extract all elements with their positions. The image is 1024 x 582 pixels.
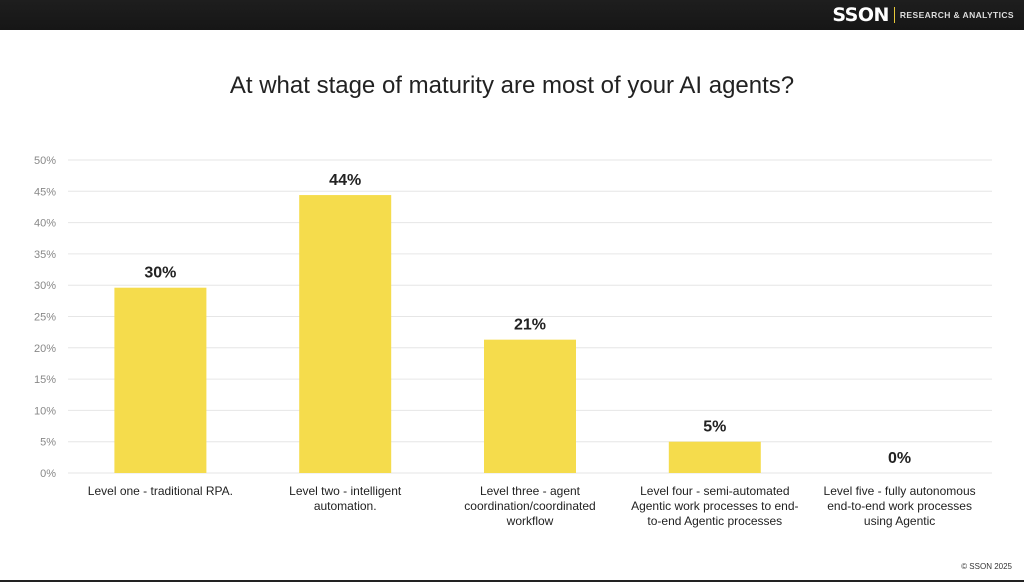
chart-title: At what stage of maturity are most of yo…	[229, 72, 795, 99]
bar	[114, 287, 207, 473]
y-tick-label: 25%	[34, 312, 56, 324]
data-label: 0%	[888, 450, 911, 467]
x-category-label: workflow	[506, 514, 554, 528]
y-tick-label: 10%	[34, 405, 56, 417]
x-category-label: Level four - semi-automated	[640, 484, 789, 498]
data-label: 44%	[329, 172, 361, 189]
logo-wordmark: SSON	[832, 4, 889, 26]
data-label: 21%	[514, 317, 546, 334]
x-category-label: Level three - agent	[480, 484, 581, 498]
data-label: 30%	[144, 265, 176, 282]
data-label: 5%	[703, 419, 726, 436]
y-tick-label: 20%	[34, 343, 56, 355]
x-category-label: automation.	[314, 499, 377, 513]
bottom-border	[0, 580, 1024, 582]
header-bar: SSON RESEARCH & ANALYTICS	[0, 0, 1024, 30]
x-category-label: Agentic work processes to end-	[631, 499, 798, 513]
y-tick-label: 45%	[34, 186, 56, 198]
logo-tagline: RESEARCH & ANALYTICS	[899, 10, 1014, 20]
x-category-label: to-end Agentic processes	[647, 514, 782, 528]
bar	[299, 195, 392, 473]
y-tick-label: 40%	[34, 218, 56, 230]
bar	[668, 441, 761, 473]
logo-divider	[893, 7, 895, 23]
x-category-label: Level one - traditional RPA.	[88, 484, 233, 498]
x-category-label: Level two - intelligent	[289, 484, 402, 498]
y-tick-label: 0%	[40, 468, 56, 480]
bar	[484, 339, 576, 473]
y-tick-label: 5%	[40, 437, 56, 449]
y-tick-label: 35%	[34, 249, 56, 261]
x-category-label: using Agentic	[864, 514, 935, 528]
y-tick-label: 50%	[34, 155, 56, 167]
x-category-label: coordination/coordinated	[464, 499, 595, 513]
x-category-label: end-to-end work processes	[827, 499, 972, 513]
x-category-label: Level five - fully autonomous	[824, 484, 976, 498]
sson-logo: SSON RESEARCH & ANALYTICS	[832, 4, 1014, 26]
y-tick-label: 30%	[34, 280, 56, 292]
y-tick-label: 15%	[34, 374, 56, 386]
copyright: © SSON 2025	[961, 562, 1012, 571]
